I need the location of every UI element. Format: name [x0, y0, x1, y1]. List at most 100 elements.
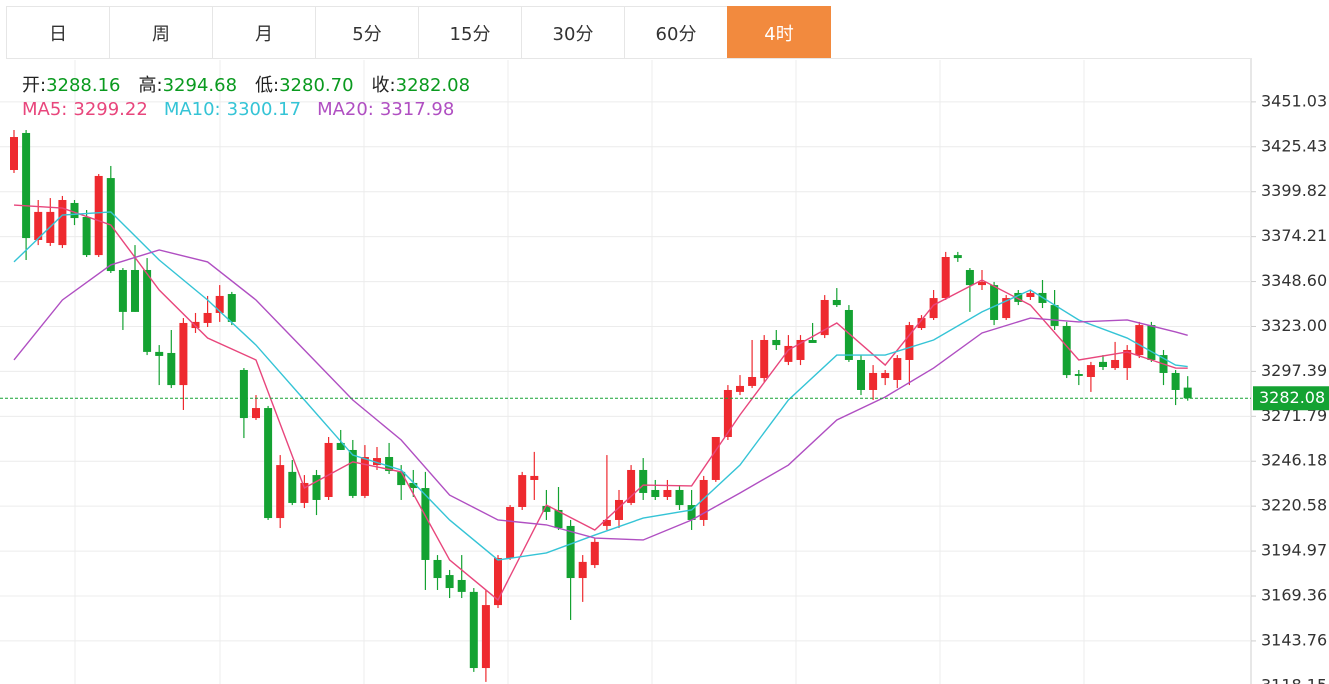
- candle-body: [953, 255, 962, 259]
- quote-label: 高:: [138, 75, 163, 96]
- quote-value: 3288.16: [46, 75, 121, 96]
- candle-body: [615, 499, 623, 520]
- y-tick-label: 3246.18: [1261, 451, 1327, 470]
- quote-value: 3282.08: [395, 75, 471, 96]
- candle-body: [481, 605, 490, 669]
- candle-body: [94, 175, 103, 256]
- candle-body: [1086, 365, 1095, 377]
- candle-body: [711, 436, 720, 480]
- tab[interactable]: 5分: [315, 6, 419, 58]
- candle-body: [276, 465, 285, 519]
- quote-label: 开:: [22, 75, 47, 96]
- tab[interactable]: 月: [212, 6, 316, 58]
- candle-body: [566, 525, 575, 579]
- candle-body: [978, 281, 986, 286]
- candle-body: [1171, 372, 1180, 390]
- candle-body: [590, 541, 599, 566]
- y-tick-label: 3399.82: [1261, 181, 1327, 200]
- ma-line: [13, 249, 1188, 541]
- candle-body: [1147, 325, 1156, 360]
- candle-body: [736, 385, 744, 392]
- legend-entry: MA10: 3300.17: [164, 99, 301, 120]
- legend-entry: MA5: 3299.22: [22, 99, 148, 120]
- legend-entry: MA20: 3317.98: [317, 99, 454, 120]
- tab[interactable]: 60分: [624, 6, 728, 58]
- legend-name: MA10:: [163, 99, 221, 120]
- tab[interactable]: 4时: [727, 6, 831, 58]
- candle-body: [518, 475, 527, 507]
- candle-body: [227, 294, 236, 322]
- candle-body: [1026, 292, 1035, 298]
- ma-line: [13, 211, 1188, 561]
- tab[interactable]: 15分: [418, 6, 522, 58]
- candle-body: [239, 369, 248, 419]
- ma-legend: MA5: 3299.22 MA10: 3300.17 MA20: 3317.98: [22, 99, 470, 120]
- candle-body: [360, 456, 369, 496]
- candle-body: [336, 442, 345, 450]
- candle-body: [748, 376, 757, 386]
- candle-body: [857, 359, 865, 390]
- candle-body: [1062, 325, 1071, 376]
- candle-body: [530, 475, 539, 480]
- candle-body: [651, 489, 660, 497]
- candle-body: [881, 372, 890, 379]
- candle-body: [179, 322, 188, 386]
- quote-value: 3280.70: [279, 75, 354, 96]
- candle-body: [844, 309, 853, 360]
- candle-body: [70, 202, 79, 219]
- candle-body: [397, 471, 406, 486]
- candle-body: [699, 479, 708, 520]
- last-price-box: [1253, 386, 1329, 411]
- quote-label: 低:: [255, 75, 280, 96]
- tab[interactable]: 30分: [521, 6, 625, 58]
- candle-body: [373, 458, 381, 466]
- candle-body: [723, 389, 732, 437]
- candle-body: [965, 269, 974, 286]
- quote-label: 收:: [371, 75, 396, 96]
- candle-body: [409, 482, 418, 489]
- candle-body: [1183, 387, 1192, 399]
- y-tick-label: 3323.00: [1261, 316, 1327, 335]
- candle-body: [808, 339, 817, 343]
- candle-body: [687, 505, 696, 520]
- candle-body: [421, 488, 430, 560]
- candle-body: [1002, 298, 1011, 319]
- candle-body: [578, 561, 587, 579]
- y-tick-label: 3220.58: [1261, 496, 1327, 515]
- legend-value: 3317.98: [379, 99, 455, 120]
- candle-body: [264, 408, 273, 519]
- y-tick-label: 3425.43: [1261, 136, 1327, 155]
- candle-body: [215, 295, 224, 313]
- candle-body: [663, 489, 672, 497]
- ma-line: [13, 204, 1188, 602]
- candle-body: [784, 345, 793, 362]
- quote-header: 开:3288.16 高:3294.68 低:3280.70 收:3282.08: [22, 71, 488, 97]
- candle-body: [288, 471, 297, 503]
- quote-value: 3294.68: [162, 75, 238, 96]
- tab[interactable]: 日: [6, 6, 110, 58]
- tab[interactable]: 周: [109, 6, 213, 58]
- candle-body: [554, 509, 563, 529]
- candle-body: [58, 199, 67, 246]
- y-tick-label: 3451.03: [1261, 91, 1327, 110]
- candle-body: [167, 352, 176, 386]
- candle-body: [990, 285, 999, 320]
- candle-body: [1099, 361, 1107, 368]
- candle-body: [10, 137, 18, 170]
- candle-body: [905, 325, 914, 360]
- legend-name: MA20:: [317, 99, 374, 120]
- candle-body: [191, 321, 200, 329]
- y-tick-label: 3297.39: [1261, 361, 1327, 380]
- candle-body: [385, 456, 394, 472]
- candle-body: [445, 575, 454, 589]
- y-tick-label: 3169.36: [1261, 586, 1327, 605]
- candle-body: [1074, 374, 1083, 376]
- y-tick-label: 3143.76: [1261, 630, 1327, 649]
- candle-body: [324, 442, 333, 497]
- candle-body: [252, 408, 260, 419]
- candle-body: [772, 339, 781, 346]
- candle-body: [433, 559, 442, 579]
- candle-body: [542, 505, 551, 512]
- candle-body: [82, 217, 91, 256]
